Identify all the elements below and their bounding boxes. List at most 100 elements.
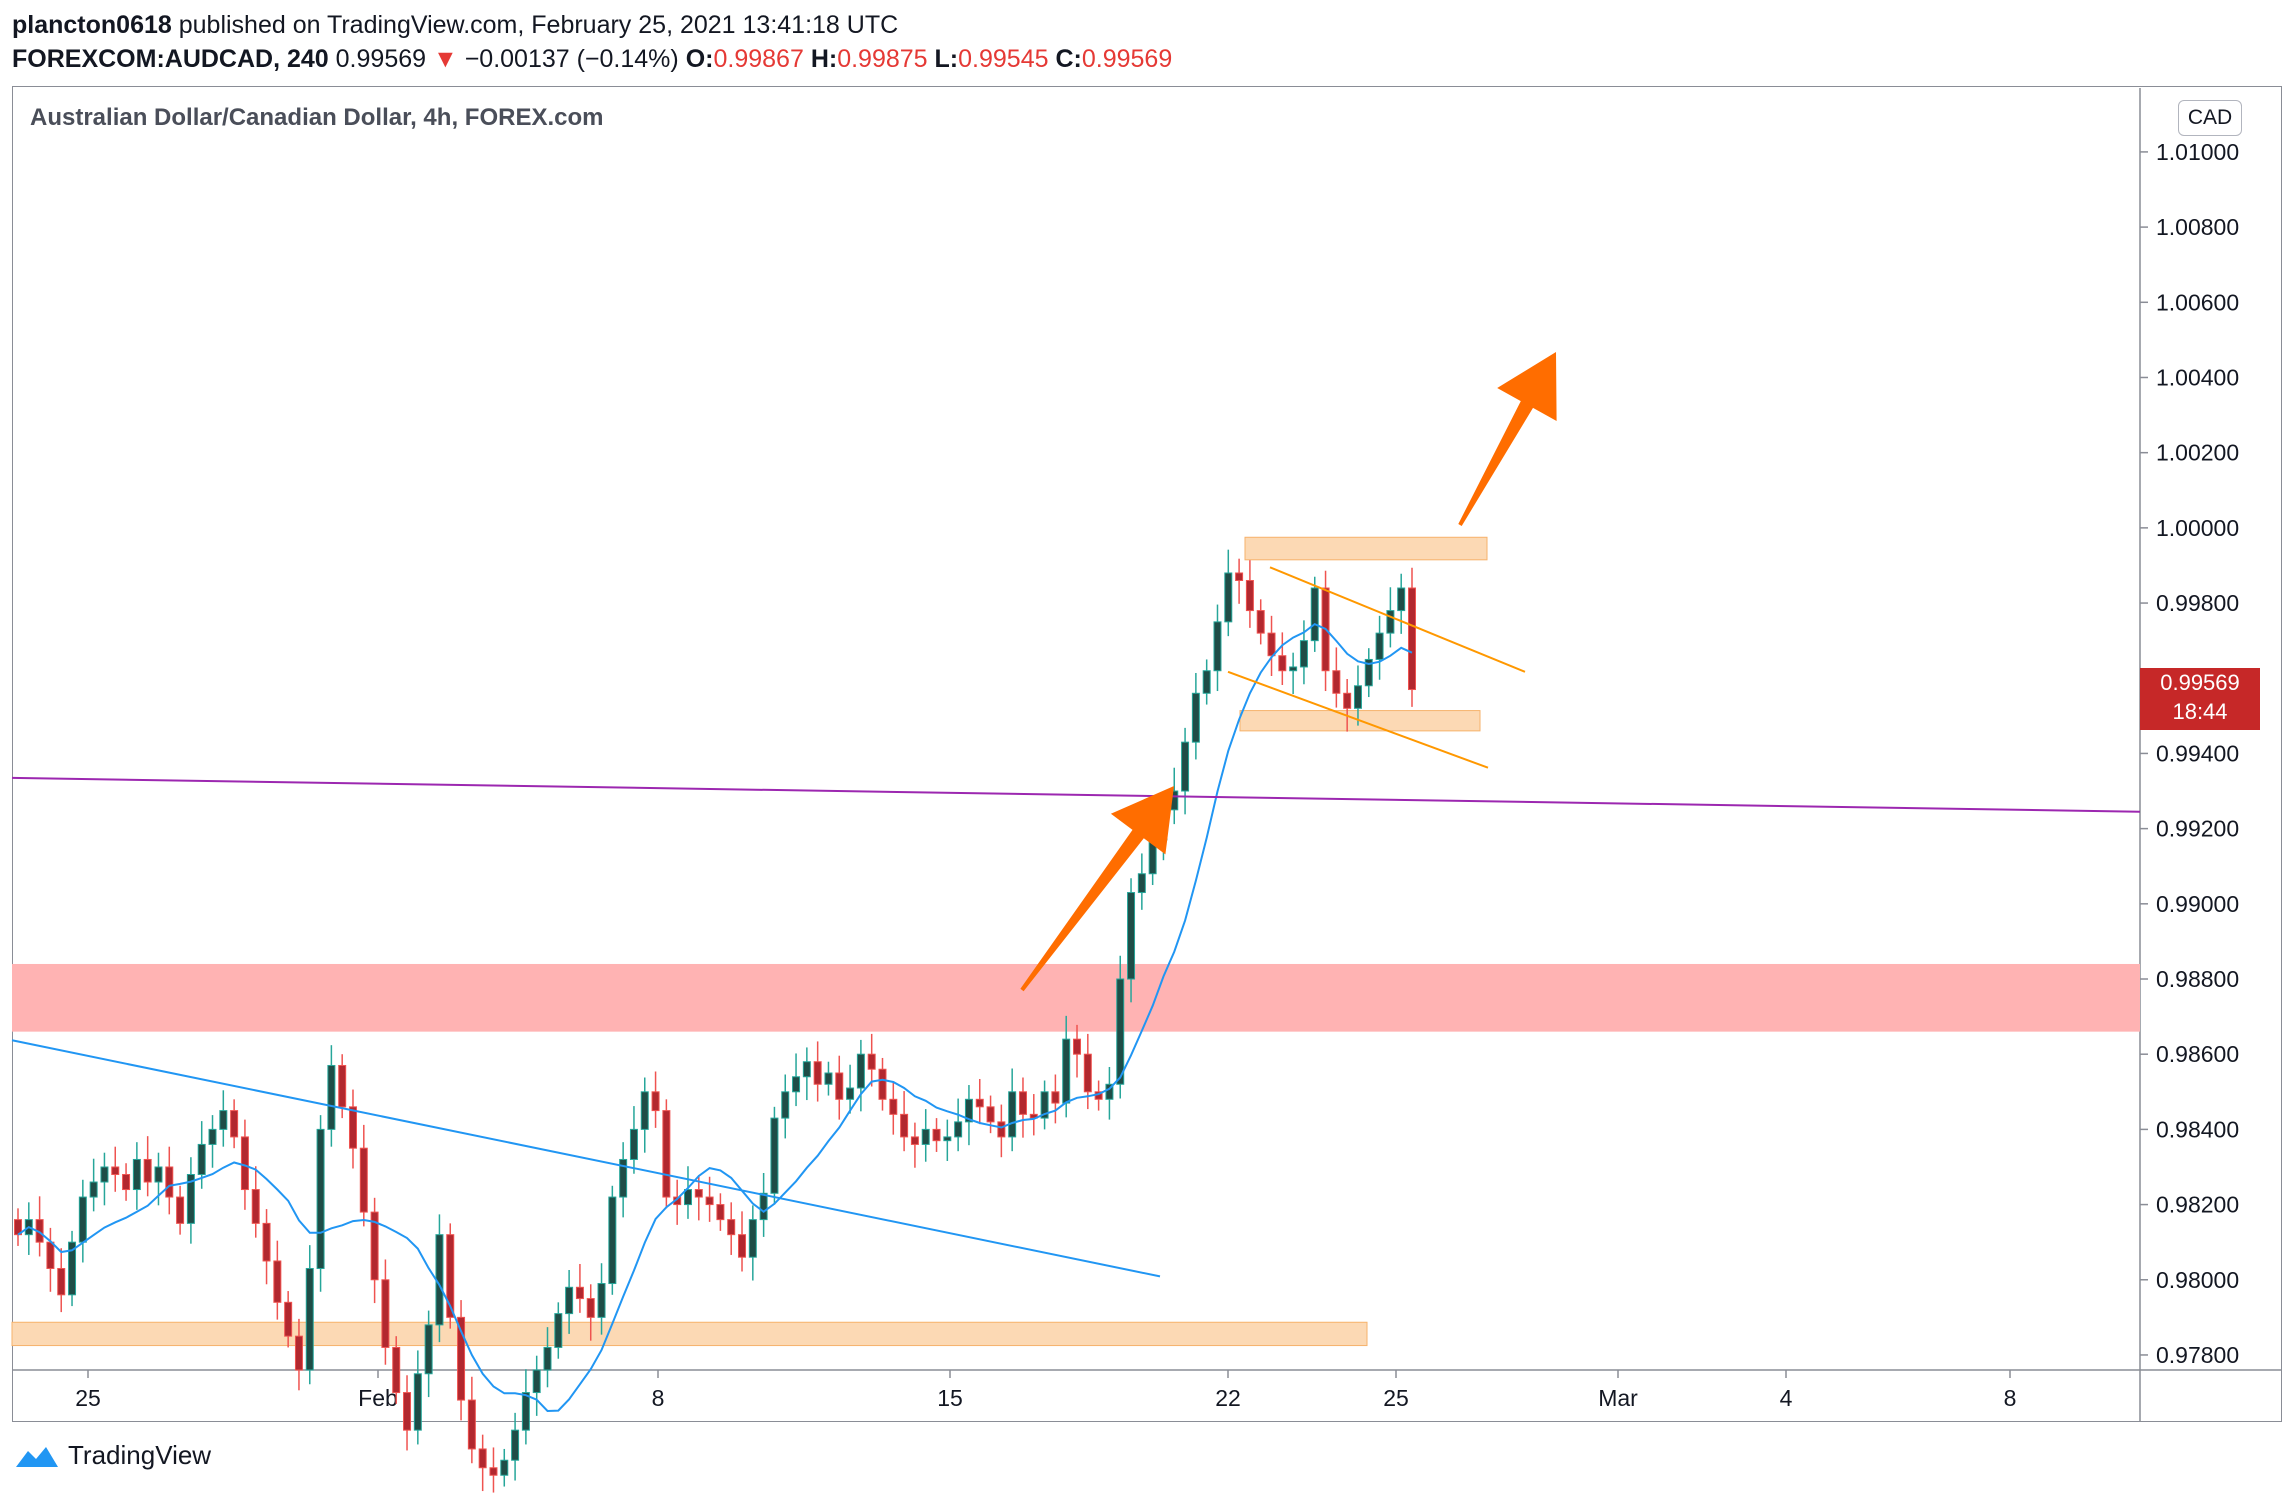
candle-body [878,1068,887,1100]
current-price-label: 0.99569 18:44 [2140,668,2260,730]
candle-body [457,1316,466,1401]
candle-body [532,1369,541,1394]
candle [759,1173,768,1237]
candle-body [294,1335,303,1371]
candle [813,1041,822,1102]
x-tick-label: 4 [1780,1385,1793,1411]
symbol-info: FOREXCOM:AUDCAD, 240 0.99569 ▼ −0.00137 … [12,44,1172,74]
candle-body [954,1121,963,1138]
candle-body [727,1219,736,1236]
y-tick-label: 0.98600 [2156,1041,2239,1067]
candle-body [792,1076,801,1093]
low-label: L: [934,45,959,73]
candle-body [716,1204,725,1221]
candle-body [705,1196,714,1206]
candle-body [197,1143,206,1176]
y-tick-label: 1.00800 [2156,214,2239,240]
candle [824,1061,833,1096]
candle [1127,878,1136,1003]
candle [608,1185,617,1295]
purple-trendline [11,776,2141,813]
candle [1235,558,1244,604]
candle [575,1263,584,1313]
high-value: 0.99875 [837,45,928,73]
candle-body [446,1234,455,1318]
candle-body [57,1267,66,1296]
candle [284,1291,293,1348]
tradingview-logo-icon [16,1446,58,1467]
candle-body [889,1098,898,1115]
candle-body [327,1064,336,1130]
candle [964,1085,973,1146]
close-label: C: [1055,45,1082,73]
candle [1408,567,1416,707]
y-tick-label: 0.99800 [2156,590,2239,616]
down-arrow-icon: ▼ [432,45,458,73]
candle-body [208,1128,217,1145]
candle-body [565,1286,574,1315]
candle-body [46,1241,55,1269]
candle-body [219,1110,228,1130]
chart-frame[interactable] [12,86,2282,1422]
author-name[interactable]: plancton0618 [12,11,172,39]
y-tick-label: 0.98800 [2156,966,2239,992]
candle [230,1099,239,1149]
candle-body [1202,670,1211,694]
candle [1353,665,1362,726]
candle-body [1191,692,1200,743]
candle-body [586,1298,595,1318]
candle [165,1146,174,1215]
y-tick-label: 1.00200 [2156,440,2239,466]
candle [1343,678,1352,732]
candle [1008,1068,1017,1152]
candle [370,1197,379,1304]
candle [1040,1080,1049,1130]
candle-body [165,1166,174,1198]
candle [89,1158,98,1212]
candle-body [1018,1091,1027,1115]
candle-body [683,1189,692,1206]
candle-body [467,1399,476,1450]
candle [78,1179,87,1263]
candle [694,1175,703,1221]
brand-name: TradingView [68,1440,212,1470]
candle [921,1109,930,1162]
candle-body [1051,1091,1060,1104]
candle [738,1211,747,1272]
candle [856,1039,865,1112]
candle [273,1240,282,1320]
candle-body [1040,1091,1049,1119]
high-label: H: [810,45,838,73]
currency-badge[interactable]: CAD [2178,100,2242,136]
candle [997,1104,1006,1158]
candle-body [154,1166,163,1183]
y-tick-label: 0.98400 [2156,1116,2239,1142]
candle [565,1269,574,1334]
publish-info: plancton0618 published on TradingView.co… [12,10,898,40]
candle [597,1263,606,1335]
candle [1310,576,1319,652]
candle [943,1119,952,1161]
candle-body [964,1098,973,1123]
candle [1137,853,1146,910]
candle-body [305,1267,314,1371]
candle [770,1106,779,1205]
candle [46,1227,55,1292]
tradingview-brand[interactable]: TradingView [14,1440,211,1471]
candle [586,1284,595,1341]
candle [651,1071,660,1128]
candle-body [748,1219,757,1258]
candle-body [1332,670,1341,694]
candle [1332,647,1341,708]
price-change: −0.00137 (−0.14%) [464,45,679,73]
moving-average-line [17,622,1413,1413]
candle [554,1302,563,1359]
candle-body [500,1459,509,1476]
last-price: 0.99569 [335,45,427,73]
candle [294,1318,303,1391]
y-tick-label: 0.99400 [2156,740,2239,766]
candle [835,1055,844,1120]
candle [867,1033,876,1087]
candle [975,1079,984,1125]
